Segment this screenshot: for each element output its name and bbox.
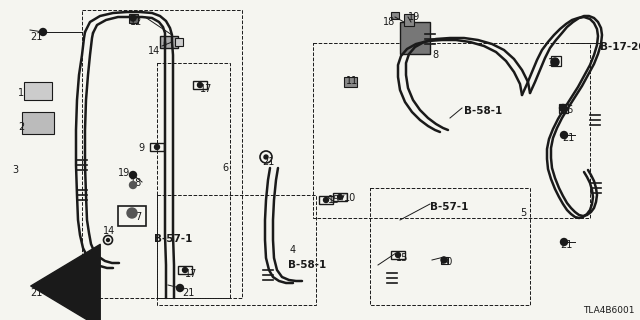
Text: 12: 12: [130, 17, 142, 27]
Circle shape: [337, 195, 342, 199]
Text: 11: 11: [346, 76, 358, 86]
Circle shape: [182, 268, 188, 273]
Text: 15: 15: [328, 195, 340, 205]
Bar: [391, 12, 399, 19]
Text: B-57-1: B-57-1: [154, 234, 193, 244]
Text: 21: 21: [262, 157, 275, 167]
Text: B-58-1: B-58-1: [288, 260, 326, 270]
Circle shape: [177, 284, 184, 292]
Text: 15: 15: [396, 253, 408, 263]
Circle shape: [127, 208, 137, 218]
Text: 5: 5: [520, 208, 526, 218]
Circle shape: [551, 58, 559, 66]
Text: 21: 21: [30, 288, 42, 298]
Bar: [175, 38, 183, 46]
Circle shape: [154, 145, 159, 149]
Text: 10: 10: [344, 193, 356, 203]
Text: B-17-20: B-17-20: [600, 42, 640, 52]
Text: 21: 21: [182, 288, 195, 298]
Text: 6: 6: [222, 163, 228, 173]
Bar: [400, 22, 430, 54]
Text: 17: 17: [200, 84, 212, 94]
Circle shape: [561, 238, 568, 245]
Bar: [129, 13, 138, 22]
Text: 4: 4: [290, 245, 296, 255]
Text: 19: 19: [408, 12, 420, 22]
Circle shape: [559, 105, 566, 111]
Bar: [441, 257, 448, 264]
Bar: [559, 104, 568, 113]
Text: 19: 19: [118, 168, 131, 178]
Circle shape: [323, 197, 328, 203]
Text: TLA4B6001: TLA4B6001: [584, 306, 635, 315]
Text: 21: 21: [562, 133, 574, 143]
Text: 14: 14: [148, 46, 160, 56]
Bar: [178, 266, 192, 274]
Text: 20: 20: [440, 257, 452, 267]
Circle shape: [129, 181, 136, 188]
Text: 7: 7: [135, 212, 141, 222]
Circle shape: [129, 172, 136, 179]
Bar: [24, 82, 52, 100]
Bar: [82, 10, 242, 298]
Text: B-58-1: B-58-1: [464, 106, 502, 116]
Text: 9: 9: [138, 143, 144, 153]
Text: 14: 14: [103, 226, 115, 236]
Bar: [118, 206, 146, 226]
Bar: [319, 196, 333, 204]
Circle shape: [42, 284, 49, 292]
Bar: [344, 77, 356, 87]
Bar: [193, 81, 207, 89]
Bar: [333, 193, 347, 201]
Circle shape: [396, 252, 401, 258]
Text: 3: 3: [12, 165, 18, 175]
Text: 18: 18: [130, 178, 142, 188]
Circle shape: [264, 155, 268, 159]
Circle shape: [130, 15, 136, 21]
Text: 1: 1: [18, 88, 24, 98]
Bar: [160, 36, 178, 48]
Text: 17: 17: [185, 269, 197, 279]
Text: 16: 16: [562, 105, 574, 115]
Text: 13: 13: [548, 58, 560, 68]
Text: 2: 2: [18, 122, 24, 132]
Circle shape: [561, 132, 568, 139]
Bar: [22, 112, 54, 134]
Bar: [150, 143, 164, 151]
Bar: [157, 195, 316, 305]
Circle shape: [441, 257, 447, 263]
Text: 21: 21: [30, 32, 42, 42]
Circle shape: [106, 238, 109, 242]
Bar: [157, 63, 230, 298]
Text: 18: 18: [383, 17, 396, 27]
Bar: [551, 56, 561, 66]
Bar: [391, 251, 405, 259]
Text: B-57-1: B-57-1: [430, 202, 468, 212]
Circle shape: [40, 28, 47, 36]
Circle shape: [198, 83, 202, 87]
Text: 21: 21: [560, 240, 572, 250]
Bar: [404, 14, 414, 26]
Bar: [370, 188, 530, 305]
Bar: [313, 43, 590, 218]
Text: 8: 8: [432, 50, 438, 60]
Text: FR.: FR.: [55, 284, 72, 293]
